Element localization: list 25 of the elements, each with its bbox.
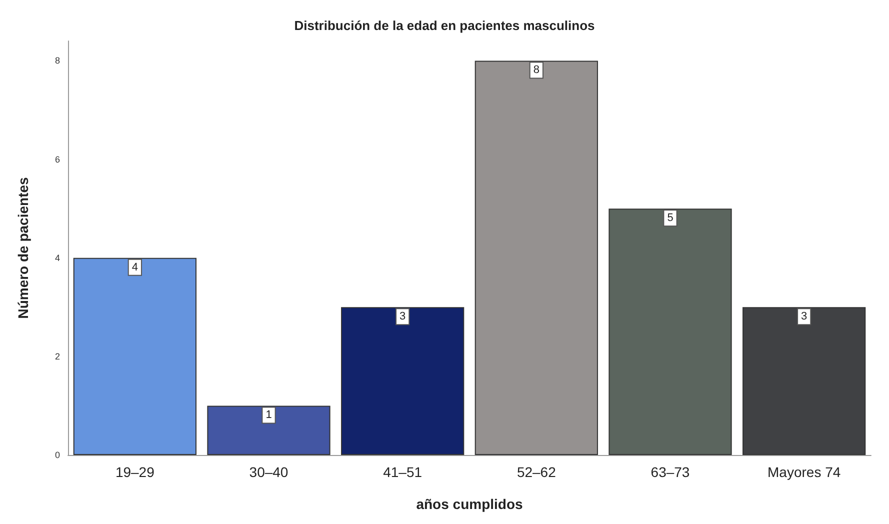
- y-tick-label: 0: [54, 450, 60, 460]
- x-tick-label: 52–62: [516, 464, 556, 480]
- data-label: 8: [533, 64, 540, 76]
- data-label: 5: [667, 212, 674, 224]
- chart-title: Distribución de la edad en pacientes masculinos: [294, 18, 595, 33]
- y-tick-label: 2: [54, 351, 60, 362]
- x-tick-label: 19–29: [115, 464, 155, 480]
- y-axis-title: Número de pacientes: [15, 176, 31, 319]
- data-label: 1: [266, 409, 272, 422]
- y-tick-label: 4: [54, 252, 60, 263]
- y-tick-label: 6: [54, 154, 60, 164]
- x-axis-title: años cumplidos: [416, 496, 523, 512]
- x-tick-label: 30–40: [249, 464, 288, 480]
- y-tick-label: 8: [54, 56, 60, 66]
- bar: [341, 307, 464, 455]
- x-tick-label: 63–73: [650, 464, 690, 480]
- bar: [742, 307, 866, 455]
- data-label: 4: [132, 261, 138, 274]
- bar: [608, 208, 732, 455]
- x-tick-label: Mayores 74: [768, 464, 841, 480]
- data-label: 3: [801, 310, 808, 323]
- bar: [207, 406, 330, 455]
- x-tick-label: 41–51: [383, 464, 422, 480]
- data-label: 3: [400, 310, 406, 323]
- bar: [73, 258, 196, 455]
